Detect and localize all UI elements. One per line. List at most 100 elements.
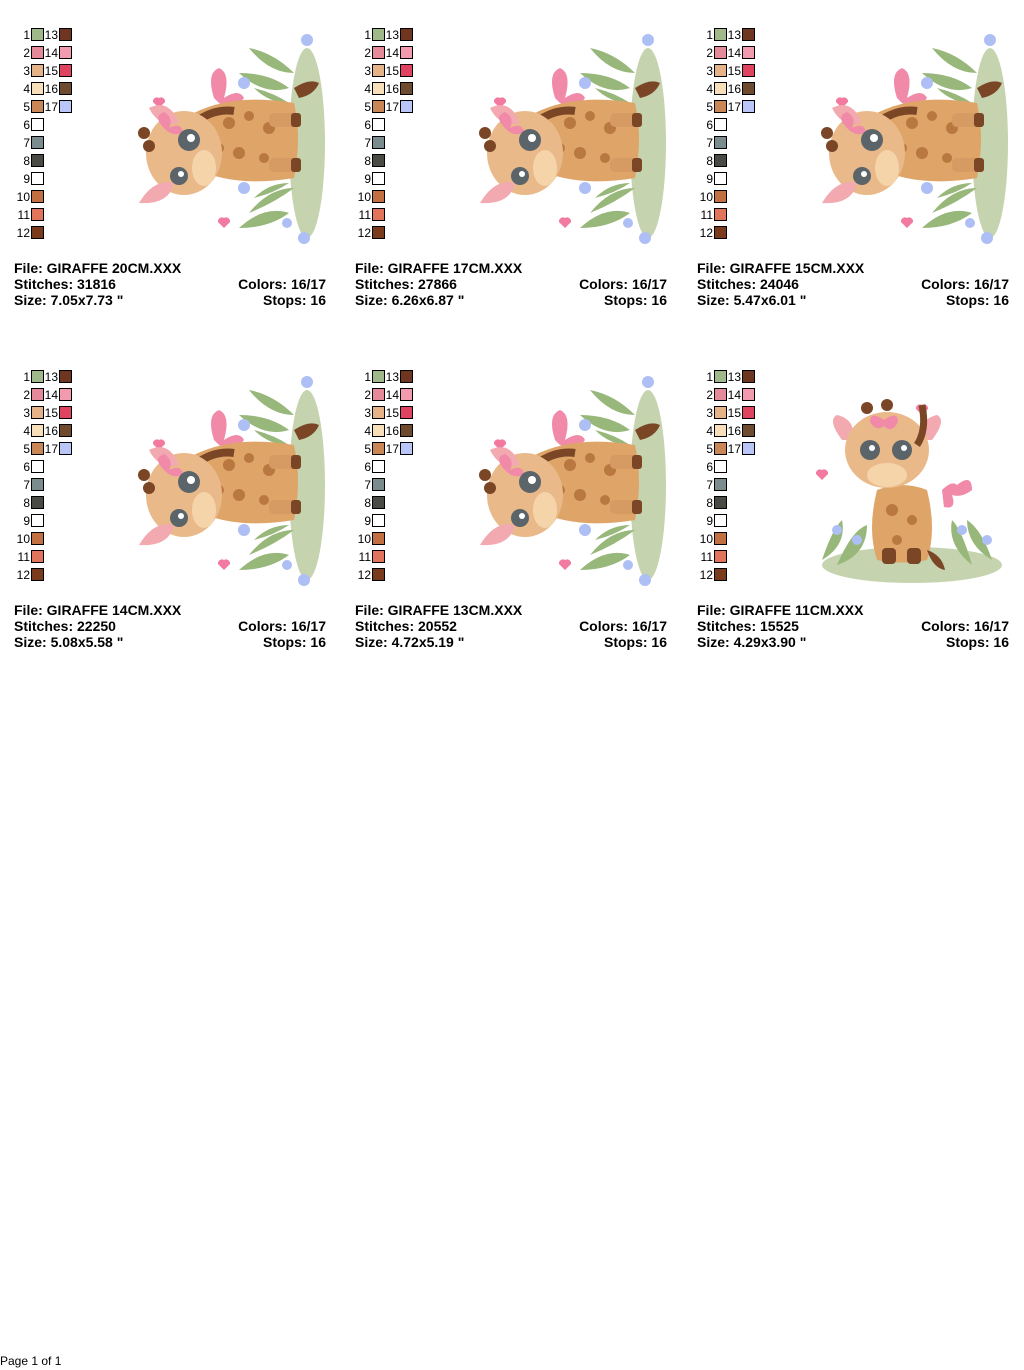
design-size: Size: 5.47x6.01 " [697,292,807,308]
palette-entry: 12 [355,568,425,586]
palette-number: 2 [23,46,30,60]
file-name: File: GIRAFFE 11CM.XXX [697,602,864,618]
color-swatch [742,388,755,401]
color-swatch [31,514,44,527]
color-swatch [31,64,44,77]
palette-entry: 8 [14,154,84,172]
palette-number: 13 [44,28,58,42]
color-swatch [742,370,755,383]
color-swatch [31,550,44,563]
palette-number: 9 [23,514,30,528]
palette-entry: 6 [355,118,425,136]
palette-entry: 15 [42,64,112,82]
palette-number: 16 [385,424,399,438]
palette-number: 12 [699,568,713,582]
color-swatch [714,406,727,419]
palette-number: 4 [706,82,713,96]
palette-entry: 1 [14,370,84,388]
palette-number: 14 [727,46,741,60]
color-swatch [59,64,72,77]
palette-number: 8 [706,154,713,168]
palette-entry: 8 [14,496,84,514]
giraffe-embroidery-image [479,376,666,586]
palette-entry: 5 [697,100,767,118]
color-swatch [372,442,385,455]
design-info: File: GIRAFFE 15CM.XXX Stitches: 24046 Col… [697,260,1015,308]
color-swatch [714,190,727,203]
palette-number: 3 [364,64,371,78]
palette-number: 6 [706,460,713,474]
palette-entry: 4 [355,424,425,442]
palette-number: 14 [385,46,399,60]
color-swatch [742,46,755,59]
palette-entry: 4 [14,82,84,100]
palette-number: 5 [23,100,30,114]
color-swatch [31,424,44,437]
palette-entry: 12 [14,226,84,244]
palette-number: 14 [727,388,741,402]
palette-entry: 3 [14,64,84,82]
palette-entry: 12 [697,226,767,244]
palette-entry: 7 [14,478,84,496]
palette-number: 17 [44,442,58,456]
palette-entry: 1 [355,370,425,388]
color-count: Colors: 16/17 [238,618,326,634]
color-swatch [372,460,385,473]
color-swatch [714,136,727,149]
palette-entry: 5 [355,100,425,118]
giraffe-embroidery-image [138,376,325,586]
palette-entry: 13 [42,370,112,388]
palette-number: 15 [44,406,58,420]
design-card: 1 2 3 4 5 6 7 8 9 10 11 12 13 14 15 16 17 File: GIRAFFE … [697,370,1015,660]
palette-number: 6 [364,460,371,474]
design-info: File: GIRAFFE 11CM.XXX Stitches: 15525 Col… [697,602,1015,650]
color-swatch [372,496,385,509]
color-swatch [59,28,72,41]
stop-count: Stops: 16 [262,292,326,308]
palette-number: 6 [23,460,30,474]
color-swatch [31,136,44,149]
file-name: File: GIRAFFE 15CM.XXX [697,260,865,276]
palette-entry: 2 [697,46,767,64]
color-swatch [714,226,727,239]
palette-number: 16 [44,82,58,96]
palette-number: 6 [364,118,371,132]
palette-entry: 15 [383,64,453,82]
palette-entry: 11 [697,550,767,568]
palette-entry: 8 [355,496,425,514]
palette-entry: 9 [355,172,425,190]
palette-entry: 1 [697,370,767,388]
palette-number: 5 [23,442,30,456]
palette-number: 9 [23,172,30,186]
palette-entry: 10 [14,532,84,550]
design-preview [460,370,670,590]
palette-entry: 5 [14,100,84,118]
color-swatch [372,568,385,581]
color-swatch [372,82,385,95]
palette-entry: 6 [14,460,84,478]
palette-entry: 7 [14,136,84,154]
design-size: Size: 5.08x5.58 " [14,634,124,650]
color-swatch [31,478,44,491]
palette-number: 4 [23,424,30,438]
palette-number: 12 [16,568,30,582]
color-swatch [714,172,727,185]
palette-number: 1 [23,370,30,384]
color-swatch [372,406,385,419]
palette-entry: 13 [42,28,112,46]
palette-entry: 4 [697,424,767,442]
palette-number: 2 [706,388,713,402]
color-swatch [31,190,44,203]
palette-number: 14 [44,46,58,60]
color-swatch [31,46,44,59]
color-swatch [742,442,755,455]
palette-number: 11 [17,208,30,222]
palette-entry: 7 [355,136,425,154]
palette-number: 8 [23,496,30,510]
color-swatch [714,208,727,221]
palette-number: 13 [385,28,399,42]
giraffe-embroidery-image [821,34,1008,244]
color-swatch [372,532,385,545]
color-count: Colors: 16/17 [238,276,326,292]
palette-entry: 4 [697,82,767,100]
